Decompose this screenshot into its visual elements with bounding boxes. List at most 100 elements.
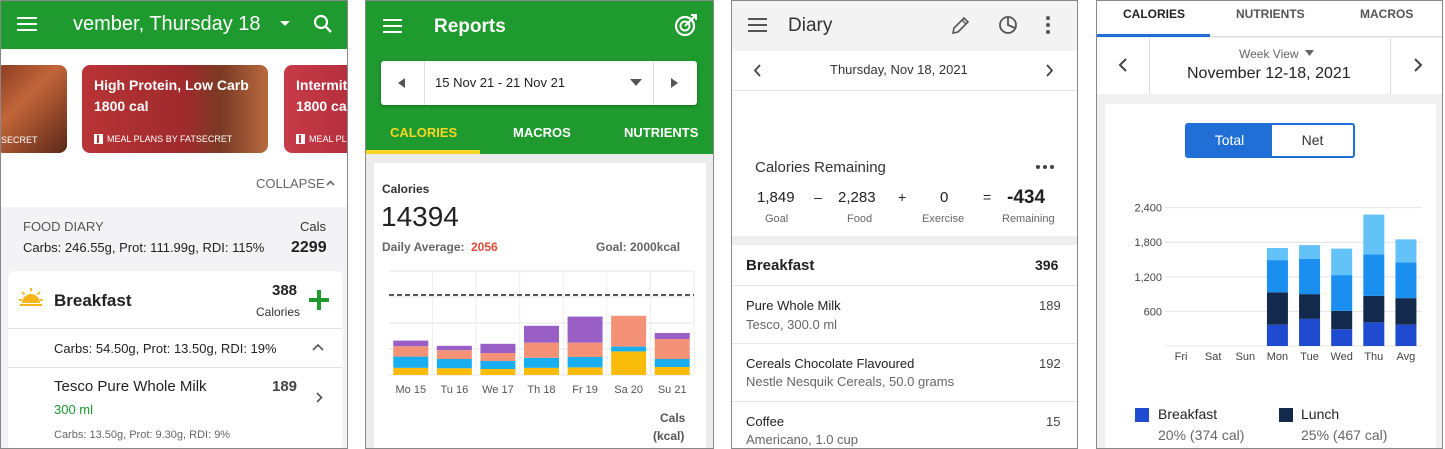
bar-segment — [1299, 245, 1321, 259]
goal-label: Goal: 2000kcal — [596, 240, 681, 254]
bar-segment — [393, 356, 429, 368]
tab-calories[interactable]: CALORIES — [1123, 7, 1186, 21]
bar-segment — [1395, 239, 1417, 263]
food-value: 2,283 — [838, 189, 876, 206]
weekly-report-screen: CALORIES NUTRIENTS MACROS Week View Nove… — [1096, 0, 1443, 449]
food-item-name[interactable]: Tesco Pure Whole Milk — [54, 378, 207, 395]
bar-segment — [480, 353, 516, 361]
caret-right-icon[interactable] — [671, 78, 678, 88]
week-range: November 12-18, 2021 — [1187, 65, 1351, 82]
calories-remaining-title: Calories Remaining — [755, 159, 886, 176]
entry-name: Coffee — [746, 414, 785, 429]
daily-average-label: Daily Average: — [382, 240, 465, 254]
x-tick-label: Sat — [1205, 351, 1222, 363]
equals-sign: = — [983, 189, 992, 205]
breakfast-card: Breakfast 388 Calories Carbs: 54.50g, Pr… — [8, 271, 342, 448]
minus-sign: – — [814, 189, 822, 205]
date-title[interactable]: vember, Thursday 18 — [73, 13, 261, 35]
bar-segment — [1331, 275, 1353, 311]
caret-left-icon[interactable] — [398, 78, 405, 88]
bar-segment — [654, 367, 690, 375]
target-icon[interactable] — [674, 13, 698, 37]
macro-summary: Carbs: 246.55g, Prot: 111.99g, RDI: 115% — [23, 240, 265, 255]
tab-macros[interactable]: MACROS — [1360, 7, 1414, 21]
total-calories: 2299 — [291, 239, 327, 256]
bar-segment — [393, 367, 429, 375]
entry-calories: 189 — [1039, 298, 1061, 313]
x-tick-label: Tu 16 — [440, 384, 468, 396]
page-title: Diary — [788, 15, 833, 36]
tab-calories[interactable]: CALORIES — [390, 125, 458, 140]
meal-plan-card[interactable]: High Protein, Low Carb 1800 cal MEAL PLA… — [82, 65, 268, 153]
y-tick-label: 2,400 — [1134, 203, 1162, 215]
bar-segment — [1363, 214, 1385, 255]
menu-icon[interactable] — [383, 18, 402, 33]
bar-segment — [436, 350, 472, 359]
bar-segment — [436, 345, 472, 351]
date-range-selector[interactable]: 15 Nov 21 - 21 Nov 21 — [381, 61, 697, 105]
edit-icon[interactable] — [951, 16, 970, 35]
x-tick-label: Mon — [1267, 351, 1288, 363]
toggle-total[interactable]: Total — [1187, 125, 1272, 156]
more-vert-icon[interactable] — [1046, 16, 1050, 34]
chevron-right-icon[interactable] — [316, 392, 323, 403]
dropdown-icon[interactable] — [1305, 50, 1314, 56]
collapse-button[interactable]: COLLAPSE — [256, 176, 325, 191]
toggle-net[interactable]: Net — [1301, 132, 1324, 148]
bar-segment — [524, 367, 559, 375]
map-icon — [296, 134, 305, 144]
food-diary-screen: vember, Thursday 18 SECRET High Protein,… — [0, 0, 348, 449]
chevron-up-icon[interactable] — [326, 180, 335, 186]
meal-title[interactable]: Breakfast — [54, 291, 132, 310]
bar-segment — [393, 340, 429, 347]
entry-name: Cereals Chocolate Flavoured — [746, 356, 915, 371]
map-icon — [94, 134, 103, 144]
collapse-row: COLLAPSE — [1, 161, 347, 207]
x-tick-label: Wed — [1330, 351, 1352, 363]
pie-chart-icon[interactable] — [998, 15, 1018, 35]
entry-detail: Tesco, 300.0 ml — [746, 317, 838, 332]
bar-segment — [1266, 260, 1288, 293]
bar-segment — [1331, 248, 1353, 276]
bar-segment — [1299, 258, 1321, 295]
week-view-label[interactable]: Week View — [1239, 47, 1299, 61]
menu-icon[interactable] — [17, 16, 37, 32]
meal-title[interactable]: Breakfast — [746, 257, 815, 274]
bar-segment — [480, 369, 516, 375]
date-range[interactable]: 15 Nov 21 - 21 Nov 21 — [435, 75, 566, 90]
bar-segment — [567, 357, 603, 368]
tab-macros[interactable]: MACROS — [513, 125, 571, 140]
menu-icon[interactable] — [748, 18, 767, 32]
tab-nutrients[interactable]: NUTRIENTS — [624, 125, 699, 140]
chevron-right-icon[interactable] — [1046, 64, 1054, 77]
bar-segment — [436, 359, 472, 369]
food-item-calories: 189 — [272, 378, 298, 395]
diary-date[interactable]: Thursday, Nov 18, 2021 — [830, 62, 968, 77]
app-bar: Reports 15 Nov 21 - 21 Nov 21 CALORIES M… — [366, 1, 713, 154]
bar-segment — [436, 368, 472, 375]
calories-report-card: Calories 14394 Daily Average: 2056 Goal:… — [374, 163, 706, 448]
search-icon[interactable] — [313, 14, 333, 34]
chevron-right-icon[interactable] — [1414, 58, 1423, 72]
x-tick-label: Fr 19 — [572, 384, 598, 396]
dropdown-icon[interactable] — [279, 20, 291, 28]
chevron-left-icon[interactable] — [1118, 58, 1127, 72]
meal-plan-card[interactable]: SECRET — [1, 65, 67, 153]
unit-label: Cals — [660, 411, 686, 425]
food-label: Food — [847, 213, 873, 225]
x-tick-label: Tue — [1300, 351, 1319, 363]
week-navigator: Week View November 12-18, 2021 — [1097, 38, 1442, 94]
dropdown-icon[interactable] — [630, 79, 642, 86]
x-tick-label: Avg — [1397, 351, 1416, 363]
bar-segment — [524, 325, 559, 343]
legend-label: Lunch — [1301, 406, 1340, 422]
diary-screen: Diary Thursday, Nov 18, 2021 Calories Re… — [731, 0, 1078, 449]
chevron-up-icon[interactable] — [312, 343, 324, 351]
add-food-icon[interactable] — [308, 289, 330, 311]
x-tick-label: We 17 — [482, 384, 514, 396]
chevron-left-icon[interactable] — [753, 64, 761, 77]
meal-plan-card[interactable]: Intermit 1800 ca MEAL PL — [284, 65, 347, 153]
tab-nutrients[interactable]: NUTRIENTS — [1236, 7, 1305, 21]
bar-segment — [1266, 324, 1288, 346]
more-horiz-icon[interactable] — [1036, 165, 1054, 169]
